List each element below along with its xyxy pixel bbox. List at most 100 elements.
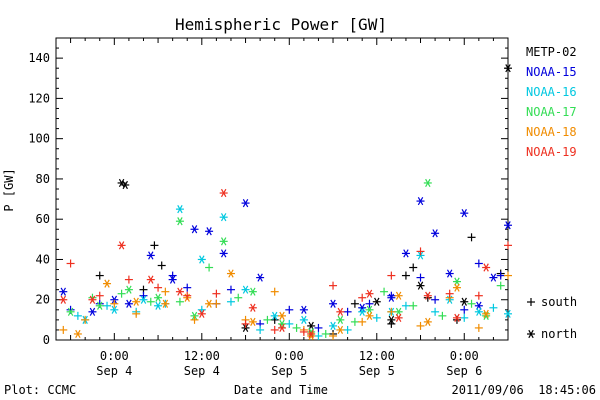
north-point bbox=[117, 241, 126, 250]
south-point bbox=[299, 327, 308, 336]
south-point bbox=[387, 307, 396, 316]
south-point bbox=[474, 259, 483, 268]
south-point bbox=[150, 241, 159, 250]
y-tick-label: 60 bbox=[36, 212, 50, 226]
south-point bbox=[431, 307, 440, 316]
south-point bbox=[292, 323, 301, 332]
north-point bbox=[336, 307, 345, 316]
series-noaa-18 bbox=[59, 269, 512, 341]
south-point bbox=[460, 313, 469, 322]
north-point bbox=[154, 293, 163, 302]
north-point bbox=[226, 269, 235, 278]
north-point bbox=[394, 307, 403, 316]
north-point bbox=[205, 299, 214, 308]
y-tick-label: 0 bbox=[43, 333, 50, 347]
north-point bbox=[248, 287, 257, 296]
south-point bbox=[489, 303, 498, 312]
south-point bbox=[401, 271, 410, 280]
north-point bbox=[110, 305, 119, 314]
north-point bbox=[219, 188, 228, 198]
x-tick-label-date: Sep 6 bbox=[446, 364, 482, 378]
legend-entry-noaa-16: NOAA-16 bbox=[526, 85, 577, 99]
south-point bbox=[157, 261, 166, 270]
south-point bbox=[205, 263, 214, 272]
south-point bbox=[496, 271, 505, 280]
south-point bbox=[467, 299, 476, 308]
x-tick-label-time: 0:00 bbox=[100, 349, 129, 363]
south-point bbox=[95, 271, 104, 280]
south-point bbox=[409, 301, 418, 310]
south-point bbox=[504, 241, 512, 250]
south-point bbox=[212, 299, 221, 308]
south-point bbox=[226, 297, 235, 306]
south-point bbox=[146, 297, 155, 306]
legend-marker-label: north bbox=[541, 327, 577, 341]
north-point bbox=[161, 299, 170, 308]
south-point bbox=[139, 291, 148, 300]
north-point bbox=[73, 329, 82, 339]
timestamp: 2011/09/06 18:45:06 bbox=[452, 383, 597, 397]
north-point bbox=[121, 180, 130, 190]
north-point bbox=[336, 315, 345, 324]
south-point bbox=[110, 299, 119, 308]
north-point bbox=[146, 251, 155, 260]
north-point bbox=[358, 303, 367, 312]
south-point bbox=[241, 319, 250, 328]
south-point bbox=[350, 317, 359, 326]
north-point bbox=[88, 307, 97, 316]
south-point bbox=[416, 273, 425, 282]
north-point bbox=[241, 323, 250, 333]
plot-area-border bbox=[55, 37, 509, 341]
south-point bbox=[175, 297, 184, 306]
north-point bbox=[387, 315, 396, 324]
x-tick-label-time: 0:00 bbox=[275, 349, 304, 363]
north-point bbox=[248, 303, 257, 312]
x-tick-label-time: 12:00 bbox=[359, 349, 395, 363]
y-tick-label: 20 bbox=[36, 293, 50, 307]
north-point bbox=[139, 295, 148, 304]
legend-marker-south: south bbox=[527, 295, 577, 309]
south-point bbox=[124, 275, 133, 284]
north-point bbox=[482, 309, 491, 318]
north-point bbox=[423, 291, 432, 300]
north-point bbox=[270, 311, 279, 320]
south-point bbox=[321, 329, 330, 338]
north-point bbox=[175, 205, 184, 214]
north-point bbox=[394, 313, 403, 322]
south-point bbox=[270, 315, 279, 324]
north-point bbox=[452, 283, 461, 292]
south-point bbox=[270, 325, 279, 334]
south-point bbox=[409, 263, 418, 272]
south-point bbox=[431, 295, 440, 304]
south-point bbox=[285, 319, 294, 328]
north-point bbox=[387, 293, 396, 302]
south-point bbox=[496, 281, 505, 290]
south-point bbox=[380, 287, 389, 296]
legend-marker-label: south bbox=[541, 295, 577, 309]
north-point bbox=[431, 229, 440, 238]
series-noaa-16 bbox=[73, 205, 512, 340]
north-point bbox=[124, 285, 133, 294]
north-point bbox=[88, 295, 97, 304]
chart-title: Hemispheric Power [GW] bbox=[175, 15, 387, 34]
south-point bbox=[161, 287, 170, 296]
x-tick-label-date: Sep 5 bbox=[359, 364, 395, 378]
south-point bbox=[343, 325, 352, 334]
north-point bbox=[278, 323, 286, 333]
x-axis-label: Date and Time bbox=[234, 383, 328, 397]
south-point bbox=[350, 299, 359, 308]
north-point bbox=[527, 329, 535, 339]
north-point bbox=[59, 287, 68, 296]
south-point bbox=[438, 311, 447, 320]
south-point bbox=[387, 319, 396, 328]
legend-entry-noaa-15: NOAA-15 bbox=[526, 65, 577, 79]
south-point bbox=[474, 291, 483, 300]
south-point bbox=[212, 289, 221, 298]
north-point bbox=[445, 269, 454, 278]
north-point bbox=[489, 273, 498, 282]
north-point bbox=[278, 311, 286, 320]
legend-entry-noaa-18: NOAA-18 bbox=[526, 125, 577, 139]
south-point bbox=[73, 311, 82, 320]
north-point bbox=[460, 209, 469, 218]
